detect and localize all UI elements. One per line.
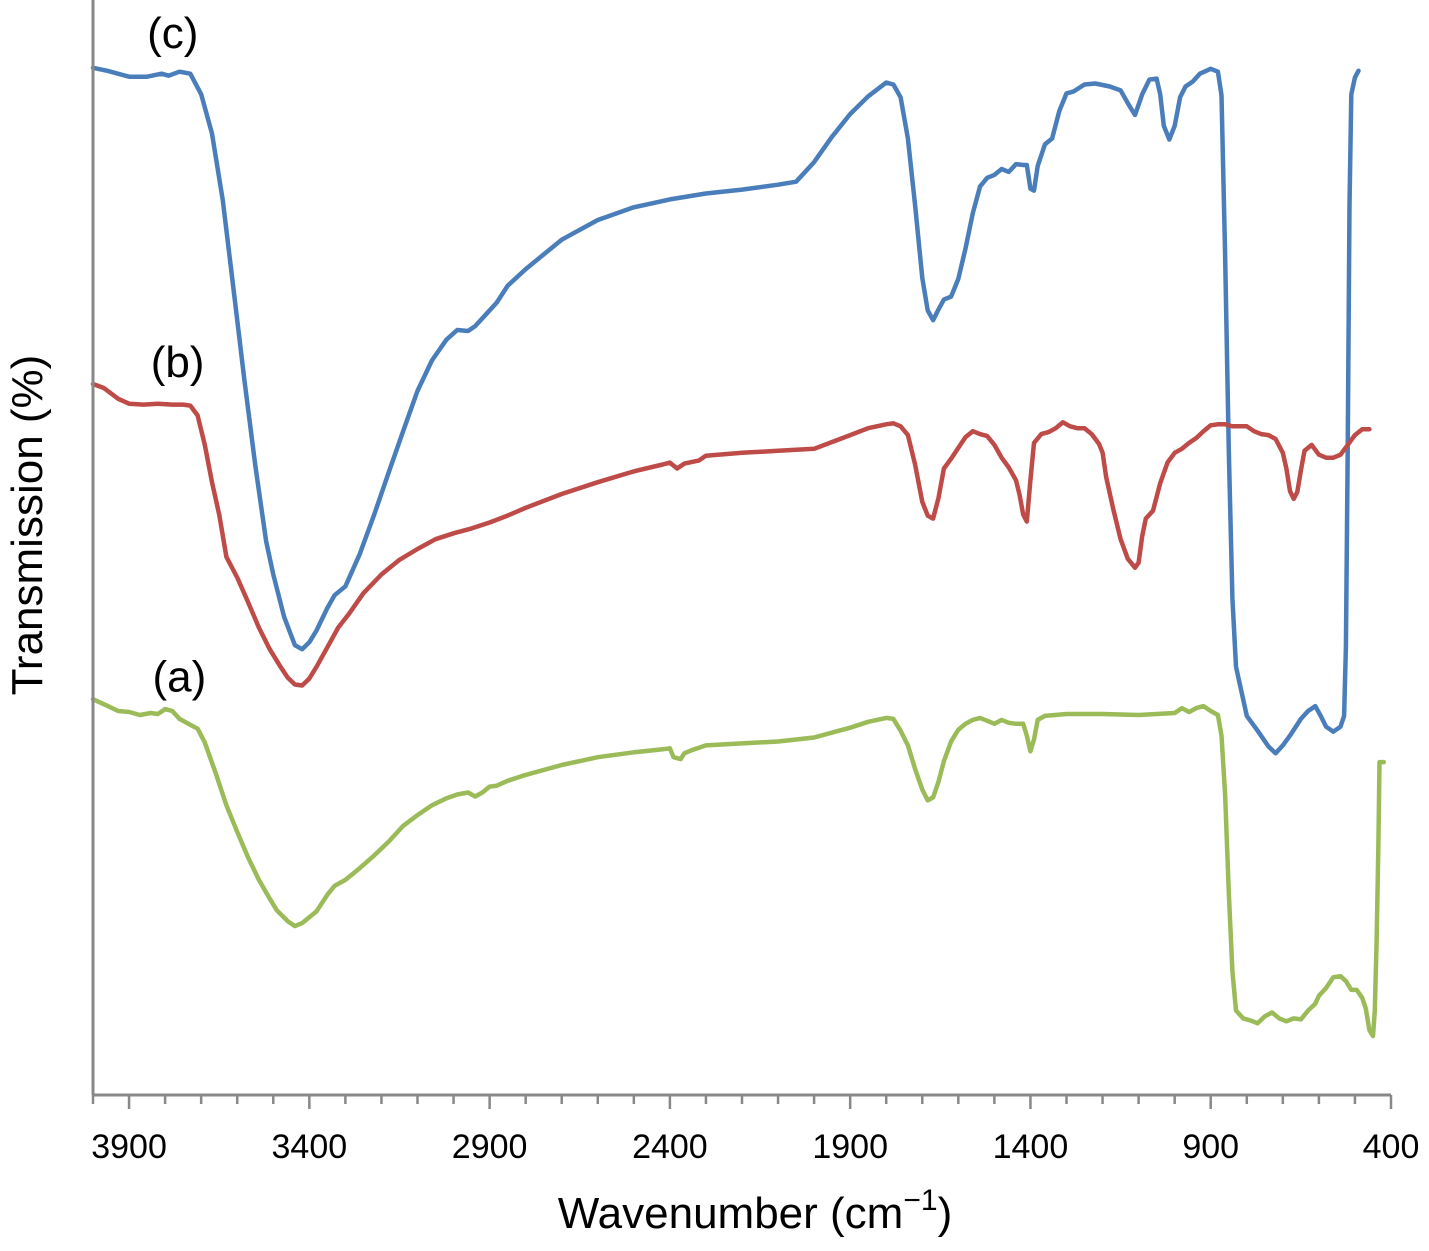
axis-layer: 3900 3400 2900 2400 1900 1400 900 400: [91, 0, 1419, 1166]
x-tick-label: 3400: [272, 1128, 348, 1166]
x-tick-label: 2400: [632, 1128, 708, 1166]
series-label-b: (b): [151, 338, 205, 387]
x-tick-label: 400: [1363, 1128, 1420, 1166]
x-tick-label: 1400: [993, 1128, 1069, 1166]
series-line-c: [90, 65, 1361, 756]
series-line-b: [90, 381, 1372, 688]
x-axis-title: Wavenumber (cm−1): [558, 1184, 952, 1238]
series-layer: [90, 65, 1387, 1039]
y-axis-title: Transmission (%): [3, 355, 52, 696]
series-label-c: (c): [147, 9, 198, 58]
x-tick-label: 1900: [812, 1128, 888, 1166]
x-tick-label: 900: [1182, 1128, 1239, 1166]
series-label-a: (a): [152, 652, 206, 701]
x-axis-title-superscript: −1: [903, 1184, 937, 1217]
x-tick-label: 3900: [91, 1128, 167, 1166]
series-labels: (c) (b) (a): [147, 9, 206, 701]
x-tick-label: 2900: [452, 1128, 528, 1166]
series-line-a: [90, 696, 1387, 1039]
x-axis-ticks: 3900 3400 2900 2400 1900 1400 900 400: [91, 1095, 1419, 1166]
